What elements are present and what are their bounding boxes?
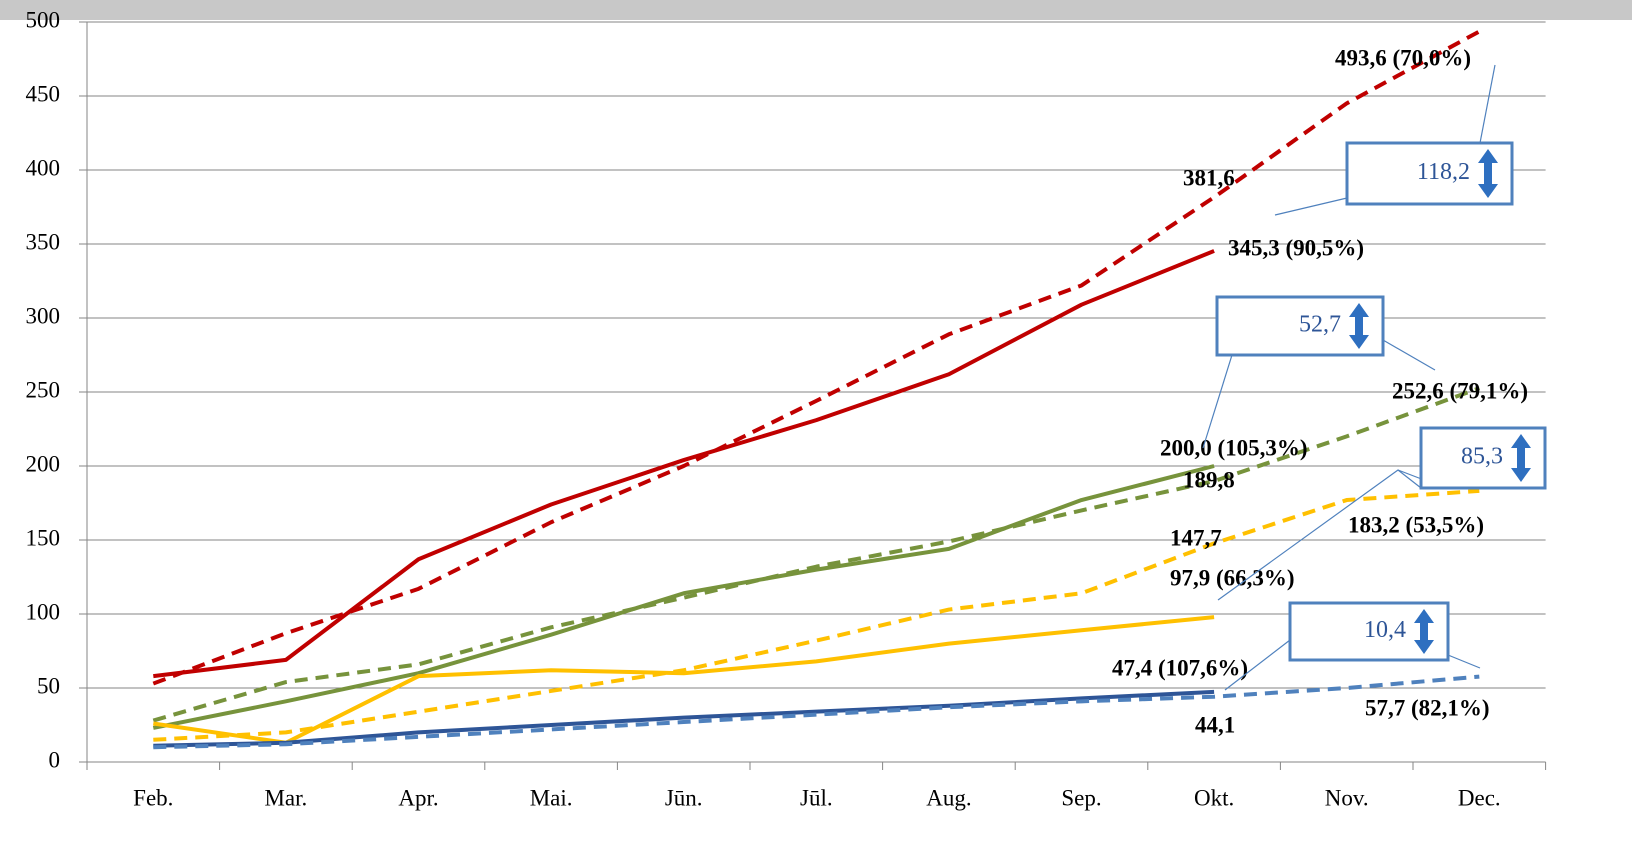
data-label: 345,3 (90,5%) (1228, 235, 1364, 260)
y-tick-label: 350 (26, 229, 61, 254)
double-arrow (1414, 609, 1434, 654)
top-bar (0, 0, 1632, 20)
y-tick-label: 300 (26, 303, 61, 328)
x-tick-label: Aug. (926, 785, 971, 810)
x-tick-label: Mar. (264, 785, 307, 810)
annotation-text: 10,4 (1364, 617, 1406, 643)
x-tick-label: Jūl. (800, 785, 833, 810)
annotation-box (1215, 295, 1385, 357)
double-arrow (1478, 149, 1498, 198)
dashed-line (153, 488, 1480, 742)
y-tick-label: 100 (26, 599, 61, 624)
dashed-line (152, 386, 1480, 723)
connector (1382, 339, 1436, 371)
connector (1202, 354, 1233, 449)
data-label: 381,6 (1183, 165, 1235, 190)
x-tick-label: Dec. (1458, 785, 1501, 810)
x-tick-label: Feb. (133, 785, 173, 810)
y-tick-label: 200 (26, 451, 61, 476)
data-label: 57,7 (82,1%) (1365, 695, 1490, 720)
data-label: 147,7 (1170, 525, 1222, 550)
x-tick-label: Apr. (398, 785, 438, 810)
y-tick-label: 400 (26, 155, 61, 180)
x-tick-label: Sep. (1061, 785, 1101, 810)
connector (1274, 197, 1348, 216)
x-tick-label: Nov. (1325, 785, 1369, 810)
double-arrow (1349, 303, 1369, 349)
solid-line (152, 464, 1215, 730)
data-label: 47,4 (107,6%) (1112, 655, 1248, 680)
connector (1224, 639, 1291, 691)
data-label: 200,0 (105,3%) (1160, 435, 1308, 460)
data-label: 189,8 (1183, 467, 1235, 492)
y-tick-label: 50 (37, 673, 60, 698)
annotation-text: 52,7 (1299, 312, 1341, 338)
y-tick-label: 150 (26, 525, 61, 550)
annotation-text: 85,3 (1461, 444, 1503, 470)
solid-line (153, 689, 1215, 748)
x-tick-label: Mai. (530, 785, 573, 810)
x-tick-label: Jūn. (665, 785, 703, 810)
connector (1447, 654, 1481, 669)
y-tick-label: 250 (26, 377, 61, 402)
data-label: 97,9 (66,3%) (1170, 565, 1295, 590)
y-tick-label: 500 (26, 7, 61, 32)
solid-line (153, 249, 1215, 679)
annotation-text: 118,2 (1417, 159, 1470, 185)
data-label: 183,2 (53,5%) (1348, 512, 1484, 537)
x-tick-label: Okt. (1194, 785, 1234, 810)
double-arrow (1511, 434, 1531, 482)
data-label: 44,1 (1195, 712, 1235, 737)
y-tick-label: 450 (26, 81, 61, 106)
y-tick-label: 0 (49, 747, 61, 772)
data-label: 493,6 (70,0%) (1335, 45, 1471, 70)
dashed-line (153, 674, 1480, 750)
data-label: 252,6 (79,1%) (1392, 378, 1528, 403)
dashed-line (152, 29, 1481, 686)
connector (1479, 64, 1496, 144)
solid-line (153, 615, 1215, 745)
